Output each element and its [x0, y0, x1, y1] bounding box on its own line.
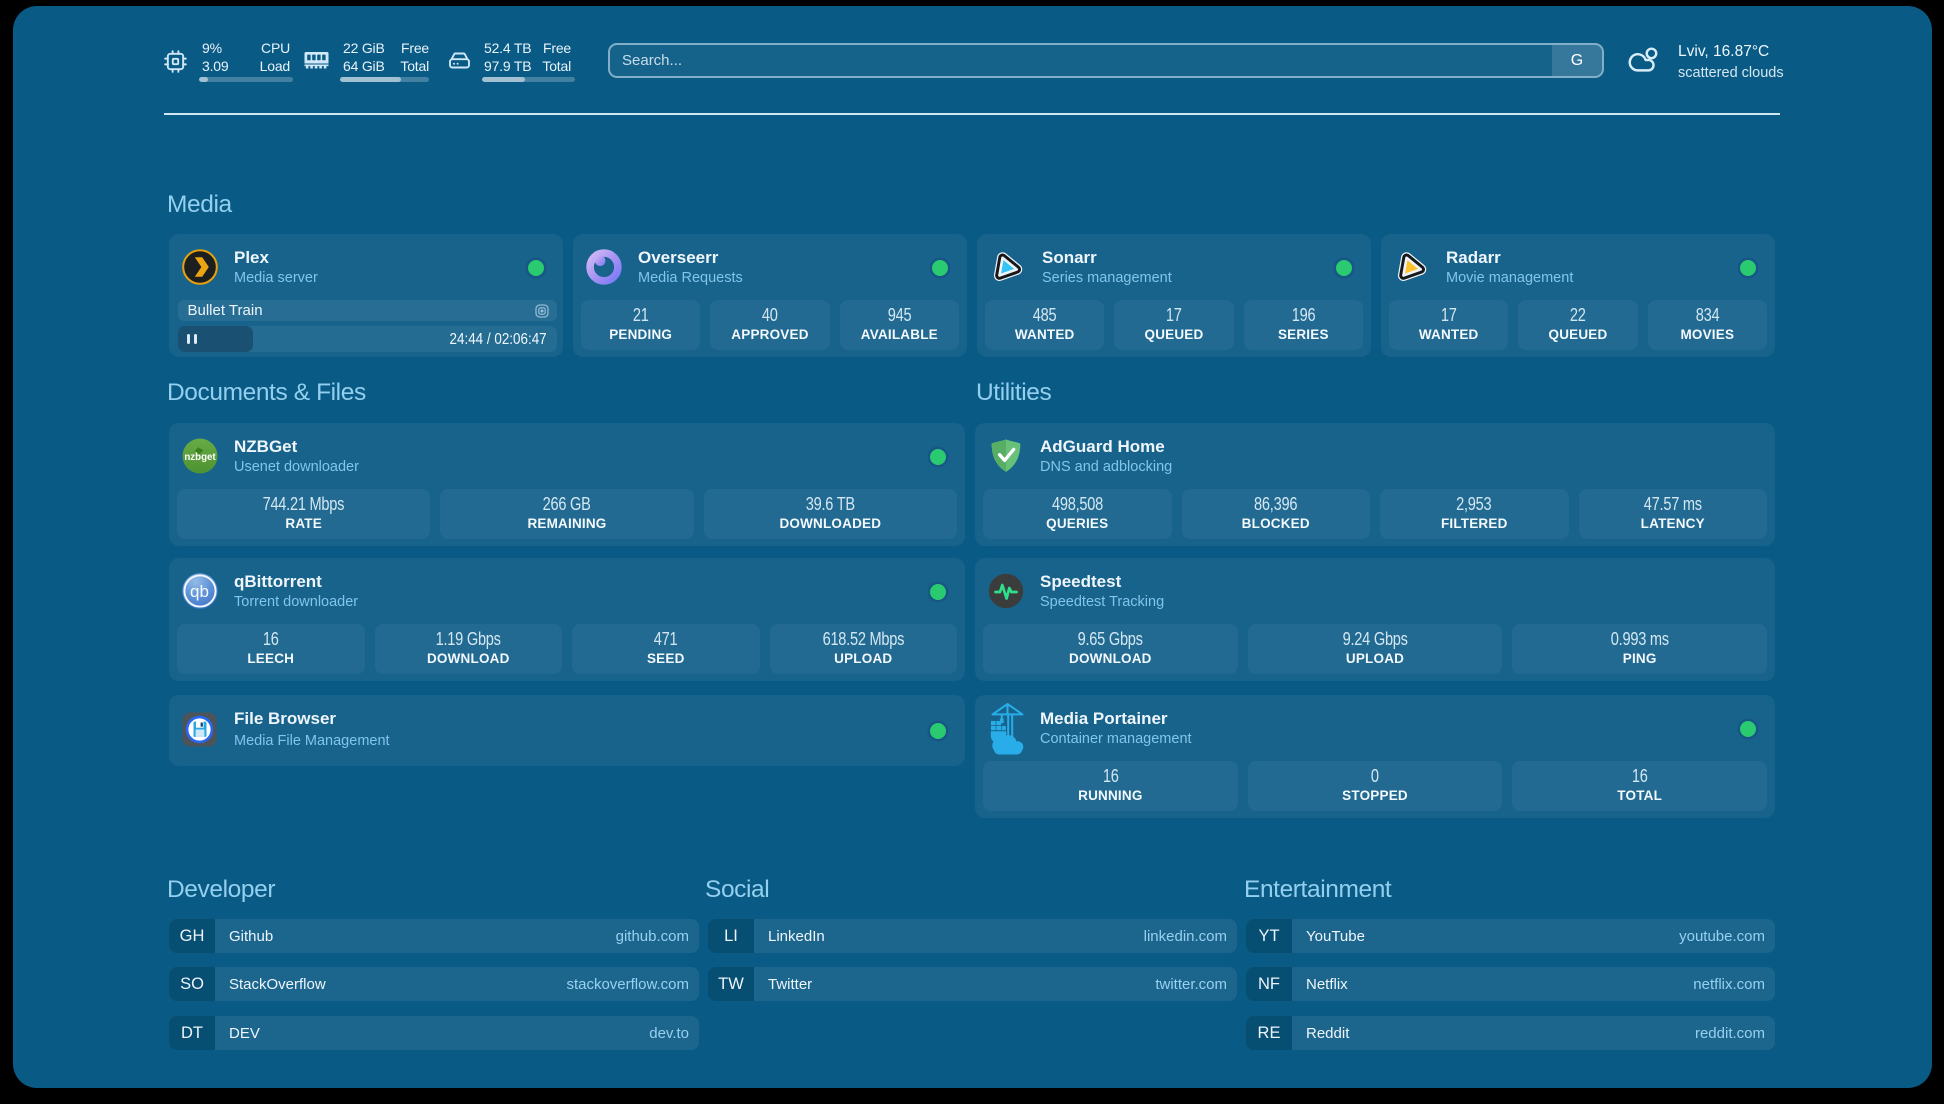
svg-text:nzbget: nzbget	[184, 452, 216, 463]
svg-text:qb: qb	[190, 582, 209, 601]
